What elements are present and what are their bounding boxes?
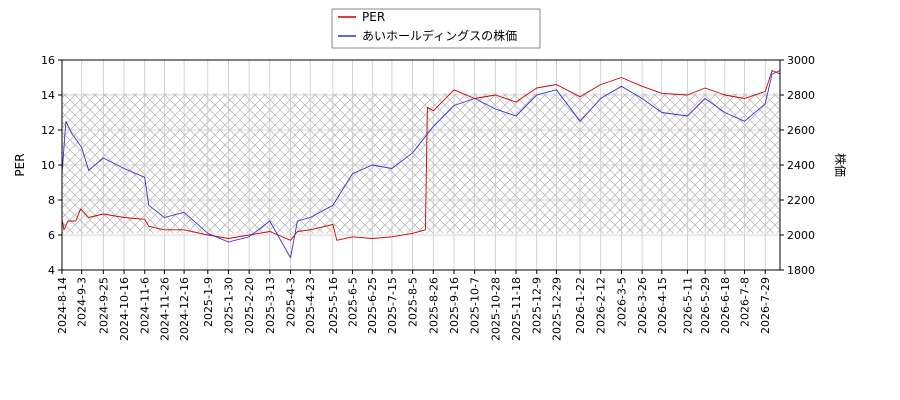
x-tick-label: 2024-11-26 <box>158 277 171 341</box>
right-tick-label: 2000 <box>787 229 815 242</box>
right-tick-label: 2200 <box>787 194 815 207</box>
x-tick-label: 2026-7-29 <box>759 277 772 334</box>
left-tick-label: 4 <box>48 264 55 277</box>
right-axis-label: 株価 <box>833 153 848 177</box>
left-axis: 4 6 8 10 12 14 16 <box>41 54 62 277</box>
legend-box <box>331 8 541 49</box>
left-tick-label: 16 <box>41 54 55 67</box>
x-tick-label: 2024-11-6 <box>139 277 152 334</box>
hatched-range-band <box>62 93 780 234</box>
x-tick-label: 2025-1-30 <box>222 277 235 334</box>
x-tick-label: 2026-5-29 <box>699 277 712 334</box>
x-tick-label: 2025-9-16 <box>448 277 461 334</box>
right-tick-label: 3000 <box>787 54 815 67</box>
x-tick-label: 2025-8-5 <box>407 277 420 327</box>
x-tick-label: 2025-5-16 <box>327 277 340 334</box>
left-tick-label: 6 <box>48 229 55 242</box>
legend: PER あいホールディングスの株価 <box>331 8 541 49</box>
right-axis: 1800 2000 2200 2400 2600 2800 3000 <box>780 54 815 277</box>
x-tick-label: 2026-3-26 <box>636 277 649 334</box>
x-tick-label: 2026-7-8 <box>739 277 752 327</box>
x-tick-label: 2025-2-20 <box>243 277 256 334</box>
x-tick-label: 2025-4-3 <box>284 277 297 327</box>
x-tick-label: 2025-7-15 <box>386 277 399 334</box>
x-tick-label: 2025-11-18 <box>510 277 523 341</box>
right-tick-label: 2600 <box>787 124 815 137</box>
x-tick-label: 2025-10-28 <box>489 277 502 341</box>
x-tick-label: 2026-3-5 <box>615 277 628 327</box>
x-tick-label: 2024-9-3 <box>76 277 89 327</box>
x-tick-label: 2024-9-25 <box>97 277 110 334</box>
legend-label-stock-price: あいホールディングスの株価 <box>362 28 517 43</box>
x-tick-label: 2025-4-23 <box>304 277 317 334</box>
x-tick-label: 2026-5-11 <box>681 277 694 334</box>
x-tick-label: 2025-1-9 <box>202 277 215 327</box>
x-tick-label: 2025-10-7 <box>469 277 482 334</box>
x-tick-label: 2026-6-18 <box>719 277 732 334</box>
right-tick-label: 2400 <box>787 159 815 172</box>
x-tick-label: 2025-8-26 <box>427 277 440 334</box>
x-tick-label: 2025-6-5 <box>347 277 360 327</box>
x-tick-label: 2026-2-12 <box>595 277 608 334</box>
x-tick-label: 2024-8-14 <box>56 277 69 334</box>
left-tick-label: 12 <box>41 124 55 137</box>
x-tick-label: 2024-12-16 <box>178 277 191 341</box>
x-tick-label: 2025-3-13 <box>264 277 277 334</box>
x-tick-label: 2025-12-9 <box>531 277 544 334</box>
right-tick-label: 1800 <box>787 264 815 277</box>
left-tick-label: 10 <box>41 159 55 172</box>
x-tick-label: 2025-12-29 <box>550 277 563 341</box>
x-tick-label: 2026-4-15 <box>656 277 669 334</box>
right-tick-label: 2800 <box>787 89 815 102</box>
x-tick-label: 2025-6-25 <box>366 277 379 334</box>
series-line-per <box>62 70 780 241</box>
series-line-stock-price <box>62 70 780 259</box>
x-tick-label: 2026-1-22 <box>574 277 587 334</box>
left-tick-label: 14 <box>41 89 55 102</box>
legend-label-per: PER <box>362 10 385 24</box>
left-tick-label: 8 <box>48 194 55 207</box>
left-axis-label: PER <box>13 153 27 176</box>
x-axis: 2024-8-14 2024-9-3 2024-9-25 2024-10-16 2024… <box>56 270 772 341</box>
series-layer <box>62 70 780 259</box>
x-tick-label: 2024-10-16 <box>118 277 131 341</box>
